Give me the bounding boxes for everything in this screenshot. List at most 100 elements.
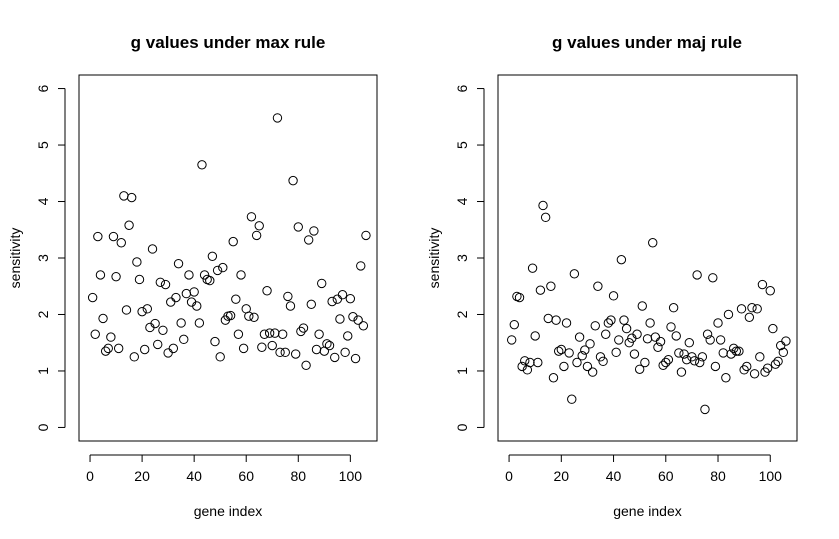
data-point bbox=[275, 347, 285, 358]
data-point bbox=[744, 312, 755, 323]
data-point bbox=[184, 270, 194, 280]
x-tick-label: 60 bbox=[658, 468, 674, 484]
data-point bbox=[621, 323, 632, 334]
data-point bbox=[546, 281, 556, 291]
x-tick-label: 80 bbox=[710, 468, 726, 484]
data-point bbox=[124, 220, 134, 230]
plot-frame bbox=[497, 74, 798, 442]
data-point bbox=[773, 356, 783, 367]
data-point bbox=[666, 322, 676, 332]
x-axis-label: gene index bbox=[194, 503, 263, 519]
data-point bbox=[629, 349, 640, 359]
x-tick-label: 40 bbox=[186, 468, 202, 484]
y-tick-label: 6 bbox=[454, 84, 470, 92]
data-point bbox=[718, 348, 728, 358]
data-point bbox=[538, 200, 548, 211]
data-point bbox=[163, 348, 173, 358]
data-point bbox=[755, 352, 765, 362]
data-point bbox=[749, 369, 760, 379]
data-point bbox=[692, 270, 702, 280]
data-point bbox=[603, 318, 614, 328]
y-axis-label: sensitivity bbox=[426, 228, 442, 289]
data-point bbox=[345, 293, 356, 304]
data-point bbox=[106, 332, 116, 342]
data-point bbox=[506, 335, 517, 345]
data-point bbox=[695, 357, 705, 368]
x-tick-label: 40 bbox=[606, 468, 622, 484]
data-point bbox=[262, 286, 272, 296]
data-point bbox=[121, 305, 132, 315]
data-point bbox=[645, 318, 655, 328]
data-point bbox=[781, 336, 791, 346]
data-point bbox=[540, 212, 551, 223]
data-point bbox=[564, 348, 574, 358]
data-point bbox=[166, 297, 176, 307]
data-point bbox=[616, 254, 627, 265]
data-point bbox=[215, 352, 225, 362]
data-point bbox=[713, 318, 723, 328]
data-point bbox=[671, 331, 681, 341]
data-point bbox=[527, 263, 538, 273]
data-point bbox=[303, 235, 314, 245]
data-point bbox=[111, 271, 121, 282]
x-tick-label: 0 bbox=[505, 468, 513, 484]
data-point bbox=[199, 270, 210, 280]
data-point bbox=[705, 335, 715, 345]
data-point bbox=[739, 365, 749, 375]
data-point bbox=[653, 342, 663, 352]
data-point bbox=[108, 231, 119, 242]
data-point bbox=[561, 318, 572, 328]
data-point bbox=[676, 367, 687, 377]
y-tick-label: 6 bbox=[35, 84, 51, 92]
data-point bbox=[611, 347, 621, 358]
data-point bbox=[606, 315, 616, 325]
data-point bbox=[98, 313, 108, 324]
data-point bbox=[684, 338, 694, 348]
y-tick-label: 2 bbox=[35, 310, 51, 318]
data-point bbox=[710, 361, 721, 372]
data-point bbox=[770, 359, 781, 369]
data-point bbox=[551, 315, 561, 325]
data-point bbox=[155, 277, 166, 287]
data-point bbox=[559, 361, 569, 372]
y-tick-label: 5 bbox=[35, 141, 51, 149]
data-point bbox=[100, 346, 111, 356]
data-point bbox=[661, 357, 671, 368]
data-point bbox=[116, 238, 126, 248]
data-point bbox=[567, 394, 577, 404]
data-point bbox=[637, 301, 647, 311]
data-point bbox=[140, 344, 150, 355]
data-point bbox=[340, 347, 350, 358]
data-point bbox=[254, 221, 264, 231]
data-point bbox=[90, 329, 100, 339]
data-point bbox=[134, 274, 145, 285]
data-point bbox=[317, 278, 327, 289]
data-point bbox=[210, 336, 220, 347]
data-point bbox=[640, 357, 650, 368]
data-point bbox=[582, 361, 593, 372]
x-tick-label: 80 bbox=[290, 468, 306, 484]
data-point bbox=[314, 329, 324, 339]
data-point bbox=[337, 290, 348, 300]
data-point bbox=[356, 261, 366, 271]
data-point bbox=[179, 334, 189, 345]
data-point bbox=[330, 352, 340, 363]
data-point bbox=[332, 294, 343, 304]
y-tick-label: 3 bbox=[35, 254, 51, 262]
data-point bbox=[236, 270, 246, 280]
data-point bbox=[595, 352, 606, 362]
data-point bbox=[306, 299, 316, 310]
data-point bbox=[322, 339, 332, 349]
data-point bbox=[197, 160, 207, 170]
data-point bbox=[577, 351, 587, 361]
data-point bbox=[288, 175, 298, 186]
chart-title: g values under maj rule bbox=[552, 33, 742, 52]
data-point bbox=[728, 343, 739, 354]
data-point bbox=[587, 367, 598, 377]
data-point bbox=[533, 357, 543, 368]
data-point bbox=[207, 251, 218, 262]
data-point bbox=[723, 309, 734, 320]
data-point bbox=[103, 343, 113, 354]
data-point bbox=[752, 304, 762, 314]
data-point bbox=[137, 306, 147, 317]
